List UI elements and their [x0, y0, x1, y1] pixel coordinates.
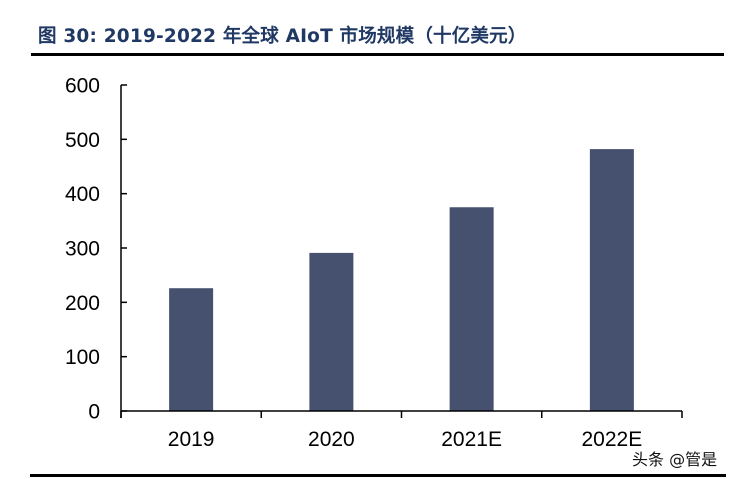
y-tick-label: 200	[65, 292, 100, 315]
y-tick-label: 0	[88, 401, 100, 424]
x-tick-label: 2019	[168, 428, 215, 451]
bar-2022E	[589, 149, 634, 411]
x-tick-label: 2021E	[441, 428, 502, 451]
x-axis-tick-marks	[120, 411, 683, 418]
x-tick-label: 2022E	[582, 428, 643, 451]
y-tick-label: 300	[65, 238, 100, 261]
bottom-rule	[30, 474, 726, 477]
y-axis-tick-labels: 0 100 200 300 400 500 600	[65, 75, 100, 424]
bar-2019	[169, 288, 214, 411]
watermark: 头条 @管是	[632, 450, 718, 469]
x-axis-tick-labels: 2019 2020 2021E 2022E	[168, 428, 642, 451]
bars	[169, 149, 634, 411]
y-tick-label: 400	[65, 183, 100, 206]
y-tick-label: 600	[65, 75, 100, 98]
y-tick-label: 500	[65, 129, 100, 152]
x-tick-label: 2020	[308, 428, 355, 451]
bar-2020	[309, 252, 354, 411]
bar-2021E	[449, 207, 494, 411]
figure-title: 图 30: 2019-2022 年全球 AIoT 市场规模（十亿美元）	[38, 26, 527, 47]
y-tick-label: 100	[65, 346, 100, 369]
y-axis-tick-marks	[121, 84, 127, 412]
title-underline	[31, 53, 724, 56]
